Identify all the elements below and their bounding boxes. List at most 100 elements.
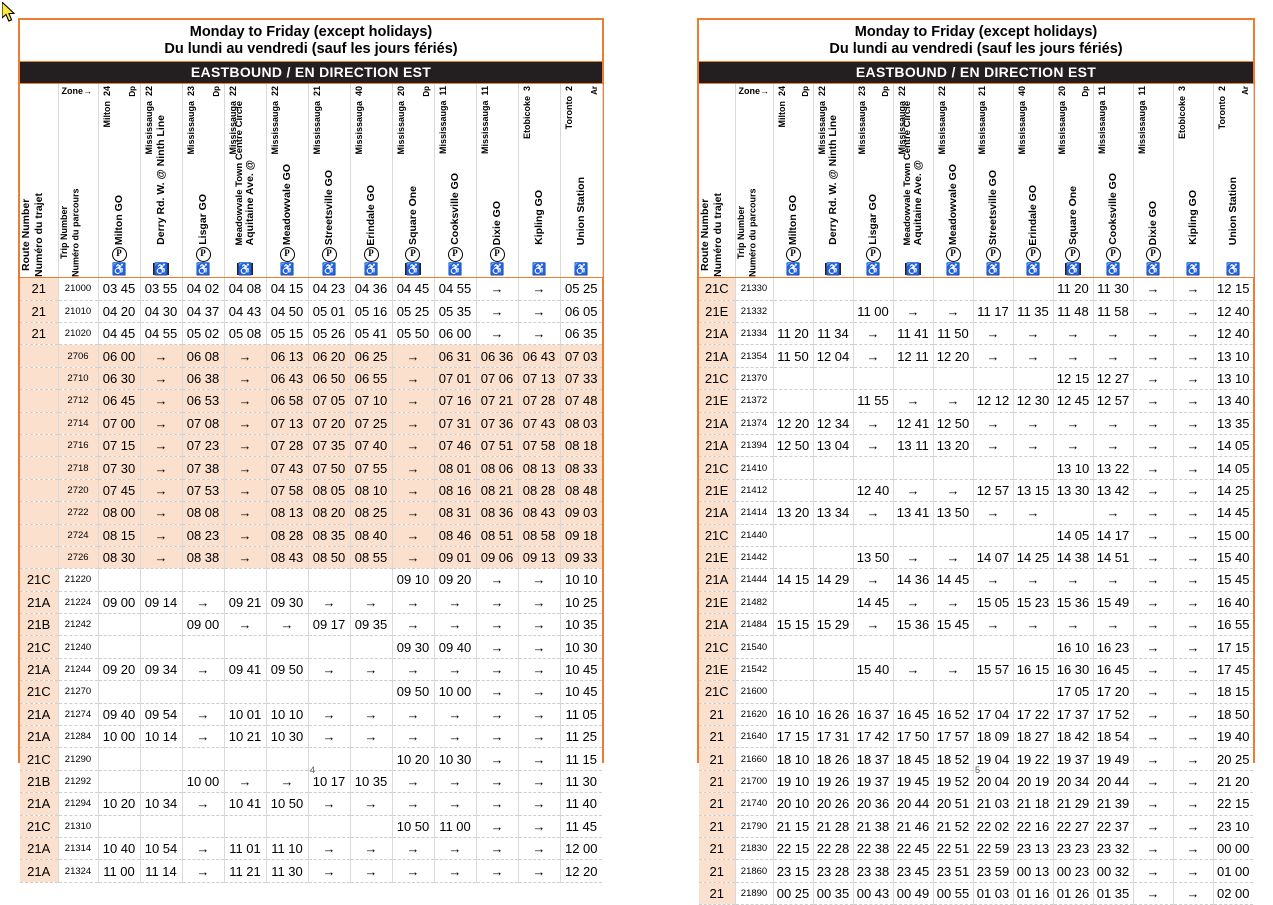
cell-time-squareone: 00 23 bbox=[1053, 859, 1094, 883]
dp-ar-marker: Ar bbox=[589, 86, 599, 96]
cell-route-number: 21C bbox=[699, 456, 736, 480]
through-arrow-icon: → bbox=[238, 550, 252, 566]
cell-route-number bbox=[20, 479, 59, 503]
cell-time-kipling: → bbox=[1173, 792, 1214, 816]
cell-time-lisgar: 06 53 bbox=[182, 389, 225, 413]
cell-route-number: 21B bbox=[20, 613, 59, 637]
accessible-icon: ♿ bbox=[152, 262, 170, 277]
through-arrow-icon: → bbox=[406, 662, 420, 678]
cell-time-squareone: 14 38 bbox=[1053, 546, 1094, 570]
cell-time-union: 18 15 bbox=[1213, 680, 1253, 704]
cell-time-aquitaine bbox=[893, 456, 934, 480]
cell-time-aquitaine: → bbox=[893, 546, 934, 570]
cell-time-cooksville: 23 32 bbox=[1093, 837, 1134, 861]
through-arrow-icon: → bbox=[946, 393, 960, 409]
cell-time-erindale: 21 18 bbox=[1013, 792, 1054, 816]
cell-time-erindale: 08 10 bbox=[350, 479, 393, 503]
accessible-icon: ♿ bbox=[195, 262, 211, 277]
through-arrow-icon: → bbox=[1026, 572, 1040, 588]
accessible-icon: ♿ bbox=[1064, 262, 1082, 277]
cell-trip-number: 21242 bbox=[58, 613, 99, 637]
cell-route-number bbox=[20, 501, 59, 525]
cell-time-milton bbox=[773, 479, 814, 503]
cell-trip-number: 2710 bbox=[58, 367, 99, 391]
through-arrow-icon: → bbox=[1186, 594, 1200, 610]
cell-route-number: 21 bbox=[699, 837, 736, 861]
cell-route-number: 21 bbox=[699, 770, 736, 794]
cell-time-union: 07 48 bbox=[560, 389, 602, 413]
cell-time-union: 13 10 bbox=[1213, 344, 1253, 368]
through-arrow-icon: → bbox=[154, 527, 168, 543]
cell-time-streetsville bbox=[973, 680, 1014, 704]
cell-time-lisgar: 04 37 bbox=[182, 300, 225, 324]
through-arrow-icon: → bbox=[154, 393, 168, 409]
cell-time-dixie: → bbox=[1133, 680, 1174, 704]
cell-time-lisgar: → bbox=[853, 434, 894, 458]
municipality-zone: Toronto 2 bbox=[563, 86, 574, 130]
stop-name: Meadowvale GO bbox=[280, 164, 293, 246]
cell-time-squareone: → bbox=[392, 344, 435, 368]
cell-time-derry bbox=[140, 747, 183, 771]
through-arrow-icon: → bbox=[532, 281, 546, 297]
cell-time-erindale bbox=[350, 568, 393, 592]
cell-time-meadowvale bbox=[933, 680, 974, 704]
cell-time-derry: → bbox=[140, 389, 183, 413]
through-arrow-icon: → bbox=[406, 706, 420, 722]
table-row: 21C 21540 16 10 16 23 → → 17 15 bbox=[699, 635, 1253, 659]
cell-time-dixie: 08 06 bbox=[476, 456, 519, 480]
cell-time-streetsville: → bbox=[973, 613, 1014, 637]
through-arrow-icon: → bbox=[448, 706, 462, 722]
cell-time-dixie: → bbox=[1133, 434, 1174, 458]
cell-time-lisgar: 19 37 bbox=[853, 770, 894, 794]
through-arrow-icon: → bbox=[1146, 438, 1160, 454]
cell-time-kipling: → bbox=[1173, 658, 1214, 682]
stop-name: Derry Rd. W. @ Ninth Line bbox=[826, 115, 839, 246]
cell-time-dixie: → bbox=[476, 635, 519, 659]
cell-time-erindale bbox=[1013, 680, 1054, 704]
cell-time-union: 01 00 bbox=[1213, 859, 1253, 883]
cell-time-lisgar: 21 38 bbox=[853, 815, 894, 838]
table-row: 21 21830 22 15 22 28 22 38 22 45 22 51 22 59 23 … bbox=[699, 837, 1253, 861]
cell-time-aquitaine: → bbox=[224, 479, 267, 503]
cell-time-milton: 08 30 bbox=[98, 546, 141, 570]
cell-route-number bbox=[20, 389, 59, 413]
table-row: 21E 21332 11 00 → → 11 17 11 35 11 48 11 58 → → 12 … bbox=[699, 300, 1253, 324]
cell-time-union: 09 03 bbox=[560, 501, 602, 525]
through-arrow-icon: → bbox=[1186, 550, 1200, 566]
cell-time-cooksville: 10 00 bbox=[434, 680, 477, 704]
cell-time-streetsville: 07 05 bbox=[308, 389, 351, 413]
through-arrow-icon: → bbox=[238, 505, 252, 521]
column-header-erindale: Mississauga 40 Erindale GO P ♿ bbox=[350, 84, 393, 279]
stop-name: Lisgar GO bbox=[866, 194, 879, 246]
table-row: 21E 21482 14 45 → → 15 05 15 23 15 36 15 49 → → 16 … bbox=[699, 591, 1253, 615]
cell-trip-number: 21482 bbox=[735, 591, 774, 615]
stop-name: Dixie GO bbox=[1146, 200, 1159, 246]
cell-time-erindale bbox=[350, 815, 393, 838]
cell-time-lisgar: 15 40 bbox=[853, 658, 894, 682]
through-arrow-icon: → bbox=[154, 460, 168, 476]
cell-time-squareone: 18 42 bbox=[1053, 725, 1094, 749]
cell-time-kipling: → bbox=[1173, 322, 1214, 346]
cell-time-derry: 00 35 bbox=[813, 882, 854, 905]
cell-time-meadowvale: 22 51 bbox=[933, 837, 974, 861]
cell-time-meadowvale: 16 52 bbox=[933, 703, 974, 727]
through-arrow-icon: → bbox=[1146, 460, 1160, 476]
cell-time-lisgar: 14 45 bbox=[853, 591, 894, 615]
cell-trip-number: 21414 bbox=[735, 501, 774, 525]
cell-time-aquitaine: 10 21 bbox=[224, 725, 267, 749]
through-arrow-icon: → bbox=[448, 863, 462, 879]
through-arrow-icon: → bbox=[406, 505, 420, 521]
cell-trip-number: 21540 bbox=[735, 635, 774, 659]
cell-time-union: 10 10 bbox=[560, 568, 602, 592]
cell-time-erindale bbox=[350, 680, 393, 704]
cell-time-meadowvale: 10 50 bbox=[266, 792, 309, 816]
cell-trip-number: 21700 bbox=[735, 770, 774, 794]
cell-time-milton: 13 20 bbox=[773, 501, 814, 525]
cell-time-dixie: → bbox=[1133, 501, 1174, 525]
cell-time-kipling: → bbox=[1173, 703, 1214, 727]
cell-time-streetsville: → bbox=[308, 591, 351, 615]
table-row: 21A 21314 10 40 10 54 → 11 01 11 10 → → → → → → 12 00 bbox=[20, 837, 602, 861]
municipality-zone: Mississauga 40 bbox=[1016, 86, 1027, 155]
cell-time-cooksville: → bbox=[434, 591, 477, 615]
